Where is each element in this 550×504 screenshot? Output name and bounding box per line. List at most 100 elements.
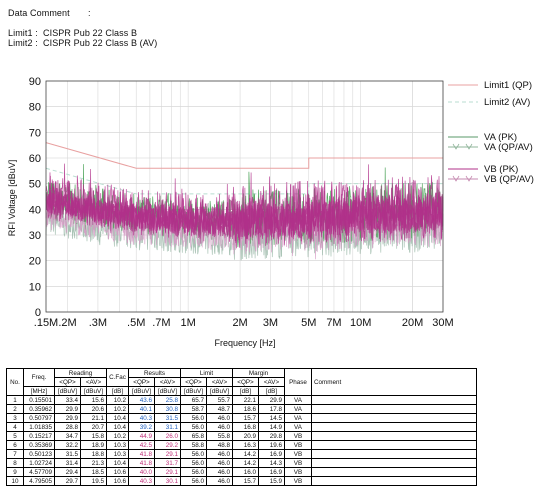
phase-cell: VB <box>284 440 312 450</box>
col-cfac: C.Fac <box>106 368 129 387</box>
unit-reading-av: [dBuV] <box>80 386 107 396</box>
limit-av-cell: 46.0 <box>206 449 233 459</box>
reading-av-cell: 20.7 <box>80 422 107 432</box>
x-tick-label: .5M <box>127 317 145 329</box>
cfac-cell: 10.2 <box>106 431 129 441</box>
x-tick-label: 10M <box>350 317 371 329</box>
reading-qp-cell: 32.2 <box>54 440 81 450</box>
col-freq: Freq. <box>23 368 55 387</box>
reading-qp-cell: 33.4 <box>54 395 81 405</box>
table-row: 7 0.50123 31.5 18.8 10.3 41.8 29.1 56.0 46.0 14.2… <box>6 449 477 459</box>
legend-label: Limit2 (AV) <box>484 97 530 108</box>
margin-av-cell: 14.3 <box>258 458 285 468</box>
legend-label: VA (QP/AV) <box>484 142 533 153</box>
limit-qp-cell: 58.8 <box>180 440 207 450</box>
phase-cell: VA <box>284 404 312 414</box>
comment-cell <box>311 476 477 486</box>
reading-qp-cell: 29.4 <box>54 467 81 477</box>
x-tick-labels: .15M .2M .3M .5M .7M 1M 2M 3M 5M 7M 10M 20M 30M <box>34 317 454 329</box>
limit-av-cell: 46.0 <box>206 467 233 477</box>
result-av-cell: 31.5 <box>154 413 181 423</box>
freq-cell: 0.50797 <box>23 413 55 423</box>
margin-qp-cell: 15.7 <box>232 476 259 486</box>
y-tick-label: 50 <box>29 179 41 191</box>
legend-label: Limit1 (QP) <box>484 80 532 91</box>
limit-av-header: <AV> <box>206 377 233 387</box>
margin-av-cell: 17.8 <box>258 404 285 414</box>
unit-cfac: [dB] <box>106 386 129 396</box>
limit-av-cell: 46.0 <box>206 476 233 486</box>
comment-cell <box>311 449 477 459</box>
y-tick-label: 30 <box>29 230 41 242</box>
reading-qp-cell: 29.9 <box>54 404 81 414</box>
col-margin: Margin <box>232 368 285 378</box>
row-number: 6 <box>6 440 24 450</box>
x-tick-label: 30M <box>432 317 453 329</box>
margin-qp-cell: 16.3 <box>232 440 259 450</box>
margin-qp-cell: 16.0 <box>232 467 259 477</box>
result-qp-cell: 43.6 <box>128 395 155 405</box>
phase-cell: VA <box>284 422 312 432</box>
margin-qp-cell: 15.7 <box>232 413 259 423</box>
y-axis-label: RFI Voltage [dBuV] <box>7 160 17 237</box>
table-row: 4 1.01835 28.8 20.7 10.4 39.2 31.1 56.0 46.0 16.8… <box>6 422 477 432</box>
legend-label: VA (PK) <box>484 132 517 143</box>
phase-cell: VA <box>284 395 312 405</box>
row-number: 9 <box>6 467 24 477</box>
margin-av-cell: 16.9 <box>258 467 285 477</box>
table-row: 1 0.15501 33.4 15.6 10.2 43.6 25.8 65.7 55.7 22.1… <box>6 395 477 405</box>
row-number: 8 <box>6 458 24 468</box>
unit-limit-qp: [dBuV] <box>180 386 207 396</box>
limit-av-cell: 46.0 <box>206 422 233 432</box>
result-qp-cell: 41.8 <box>128 449 155 459</box>
result-qp-cell: 40.3 <box>128 476 155 486</box>
row-number: 5 <box>6 431 24 441</box>
comment-cell <box>311 431 477 441</box>
chart-legend: Limit1 (QP) Limit2 (AV) VA (PK)VA (QP/AV) V… <box>448 80 534 185</box>
reading-qp-cell: 28.8 <box>54 422 81 432</box>
y-tick-label: 90 <box>29 76 41 88</box>
vb-band-trace <box>45 172 444 237</box>
limit2-description: Limit2 : CISPR Pub 22 Class B (AV) <box>8 38 158 48</box>
y-tick-label: 10 <box>29 281 41 293</box>
result-av-cell: 31.7 <box>154 458 181 468</box>
y-tick-label: 70 <box>29 127 41 139</box>
legend-marker-icon <box>452 175 460 182</box>
limit-qp-cell: 58.7 <box>180 404 207 414</box>
limit1-qp-line <box>45 142 443 169</box>
reading-av-cell: 18.5 <box>80 467 107 477</box>
freq-cell: 0.50123 <box>23 449 55 459</box>
margin-av-cell: 16.9 <box>258 449 285 459</box>
x-tick-label: 1M <box>181 317 196 329</box>
results-table-body: 1 0.15501 33.4 15.6 10.2 43.6 25.8 65.7 55.7 22.1… <box>6 395 477 486</box>
freq-cell: 4.57709 <box>23 467 55 477</box>
col-reading: Reading <box>54 368 107 378</box>
limit1-description: Limit1 : CISPR Pub 22 Class B <box>8 28 138 38</box>
emission-chart: 0 10 20 30 40 50 60 70 80 90 .15M .2M .3M .5M .7M 1M 2M… <box>7 76 534 348</box>
cfac-cell: 10.4 <box>106 458 129 468</box>
result-qp-cell: 41.8 <box>128 458 155 468</box>
reading-qp-header: <QP> <box>54 377 81 387</box>
cfac-cell: 10.3 <box>106 449 129 459</box>
limit-av-cell: 48.8 <box>206 440 233 450</box>
limit-qp-cell: 65.7 <box>180 395 207 405</box>
reading-av-cell: 20.6 <box>80 404 107 414</box>
comment-cell <box>311 413 477 423</box>
x-tick-label: 5M <box>301 317 316 329</box>
limit-qp-cell: 65.8 <box>180 431 207 441</box>
x-tick-label: 2M <box>232 317 247 329</box>
margin-qp-cell: 14.2 <box>232 449 259 459</box>
table-row: 6 0.35369 32.2 18.9 10.3 42.5 29.2 58.8 48.8 16.3… <box>6 440 477 450</box>
result-qp-cell: 40.0 <box>128 467 155 477</box>
freq-cell: 0.35962 <box>23 404 55 414</box>
row-number: 4 <box>6 422 24 432</box>
cfac-cell: 10.6 <box>106 476 129 486</box>
row-number: 2 <box>6 404 24 414</box>
comment-cell <box>311 458 477 468</box>
x-tick-label: 20M <box>402 317 423 329</box>
limit-av-cell: 55.8 <box>206 431 233 441</box>
result-av-cell: 30.8 <box>154 404 181 414</box>
x-tick-label: .2M <box>58 317 76 329</box>
phase-cell: VB <box>284 431 312 441</box>
comment-cell <box>311 440 477 450</box>
